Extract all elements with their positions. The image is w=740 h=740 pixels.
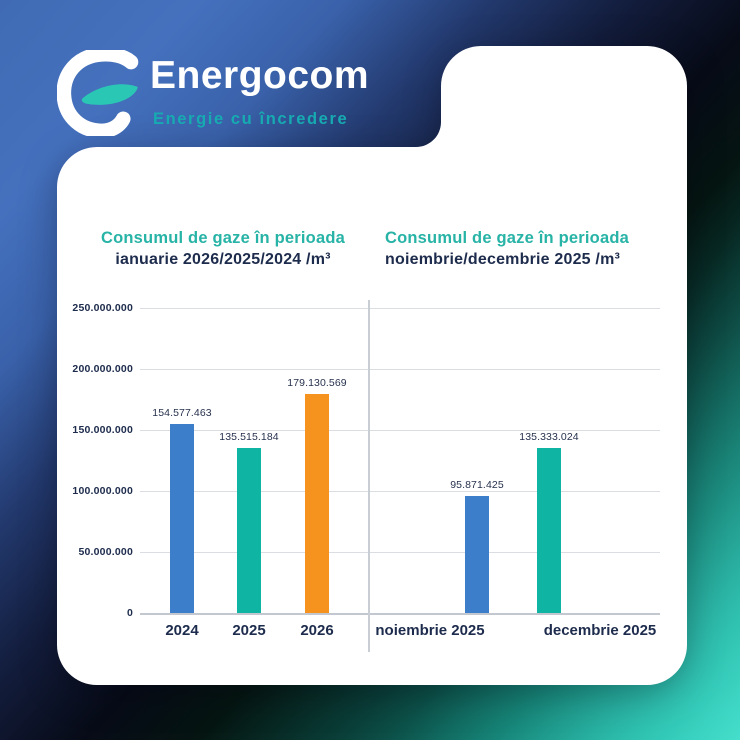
left-chart-title-line2: ianuarie 2026/2025/2024 /m³ [115,251,331,268]
left-chart-title-line1: Consumul de gaze în perioada [101,229,345,247]
gridline [140,369,660,370]
y-axis-tick: 0 [126,607,133,619]
x-axis-label: 2025 [232,622,266,639]
gridline [140,308,660,309]
bar-value-label: 135.333.024 [519,431,579,443]
gridline [140,613,660,615]
brand-tagline: Energie cu încredere [153,110,349,128]
bar-value-label: 179.130.569 [287,377,347,389]
bar-2025 [237,448,261,613]
brand-name: Energocom [150,54,370,97]
gridline [140,491,660,492]
gridline [140,552,660,553]
x-axis-label: noiembrie 2025 [375,622,485,639]
gridline [140,430,660,431]
bar-noiembrie 2025 [465,496,489,613]
bar-value-label: 135.515.184 [219,431,279,443]
left-chart-title: Consumul de gaze în perioada ianuarie 20… [73,228,373,270]
right-chart-title-line2: noiembrie/decembrie 2025 /m³ [385,251,621,268]
brand-logo: Energocom Energie cu încredere [57,48,437,148]
bar-2024 [170,424,194,613]
x-axis-label: 2026 [300,622,334,639]
right-chart-title-line1: Consumul de gaze în perioada [385,229,629,247]
y-axis-tick: 100.000.000 [72,485,133,497]
right-chart-title: Consumul de gaze în perioada noiembrie/d… [385,228,685,270]
bar-2026 [305,394,329,613]
bar-decembrie 2025 [537,448,561,613]
x-axis-label: 2024 [165,622,199,639]
y-axis-tick: 50.000.000 [78,546,133,558]
y-axis-tick: 250.000.000 [72,302,133,314]
y-axis-tick: 200.000.000 [72,363,133,375]
bar-value-label: 95.871.425 [450,479,504,491]
chart-divider [368,300,370,652]
y-axis-tick: 150.000.000 [72,424,133,436]
x-axis-label: decembrie 2025 [543,622,657,639]
bar-value-label: 154.577.463 [152,407,212,419]
energocom-logo-icon [57,50,139,136]
